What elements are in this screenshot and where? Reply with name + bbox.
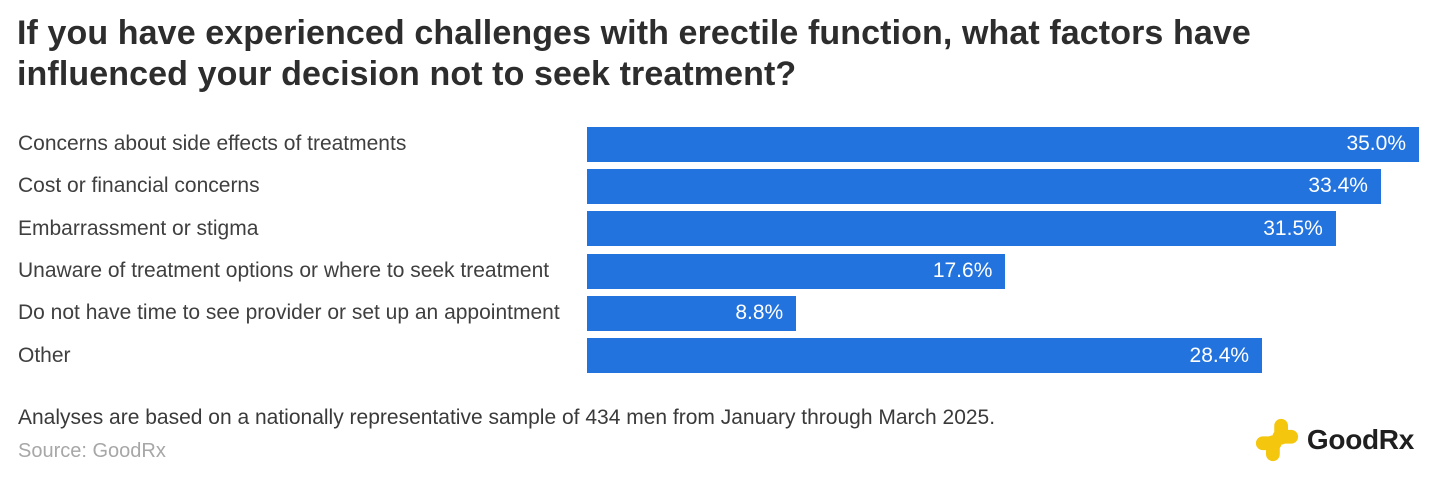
value-label: 31.5% [1263, 216, 1323, 240]
goodrx-wordmark: GoodRx [1307, 417, 1414, 463]
bar-chart: Concerns about side effects of treatment… [0, 123, 1440, 377]
bar-track: 8.8% [587, 295, 1419, 331]
value-label: 17.6% [932, 259, 993, 283]
chart-row: Other 28.4% [0, 334, 1440, 376]
category-label: Concerns about side effects of treatment… [18, 132, 407, 156]
bar: 28.4% [587, 338, 1263, 374]
bar: 31.5% [587, 211, 1336, 247]
chart-row: Cost or financial concerns 33.4% [0, 165, 1440, 207]
goodrx-logo: GoodRx [1255, 417, 1414, 463]
bar-track: 33.4% [587, 168, 1419, 204]
goodrx-plus-icon [1255, 418, 1298, 462]
chart-row: Unaware of treatment options or where to… [0, 250, 1440, 292]
value-label: 35.0% [1346, 132, 1406, 156]
bar: 8.8% [587, 295, 797, 331]
bar-track: 17.6% [587, 253, 1419, 289]
source-label: Source: GoodRx [18, 440, 166, 462]
category-label: Other [18, 343, 71, 367]
category-label: Cost or financial concerns [18, 174, 260, 198]
logo-text-rx: Rx [1378, 424, 1415, 455]
chart-row: Do not have time to see provider or set … [0, 292, 1440, 334]
chart-title: If you have experienced challenges with … [17, 14, 1251, 93]
chart-row: Embarrassment or stigma 31.5% [0, 208, 1440, 250]
logo-text-good: Good [1306, 424, 1379, 455]
bar-track: 35.0% [587, 126, 1419, 162]
bar: 33.4% [587, 168, 1381, 204]
value-label: 33.4% [1308, 174, 1368, 198]
value-label: 28.4% [1189, 343, 1250, 367]
methodology-note: Analyses are based on a nationally repre… [18, 406, 996, 429]
category-label: Unaware of treatment options or where to… [18, 259, 550, 283]
value-label: 8.8% [735, 301, 784, 325]
category-label: Embarrassment or stigma [18, 216, 259, 240]
bar: 35.0% [587, 126, 1419, 162]
category-label: Do not have time to see provider or set … [18, 301, 560, 325]
bar-track: 31.5% [587, 211, 1419, 247]
chart-row: Concerns about side effects of treatment… [0, 123, 1440, 165]
bar: 17.6% [587, 253, 1006, 289]
bar-track: 28.4% [587, 338, 1419, 374]
